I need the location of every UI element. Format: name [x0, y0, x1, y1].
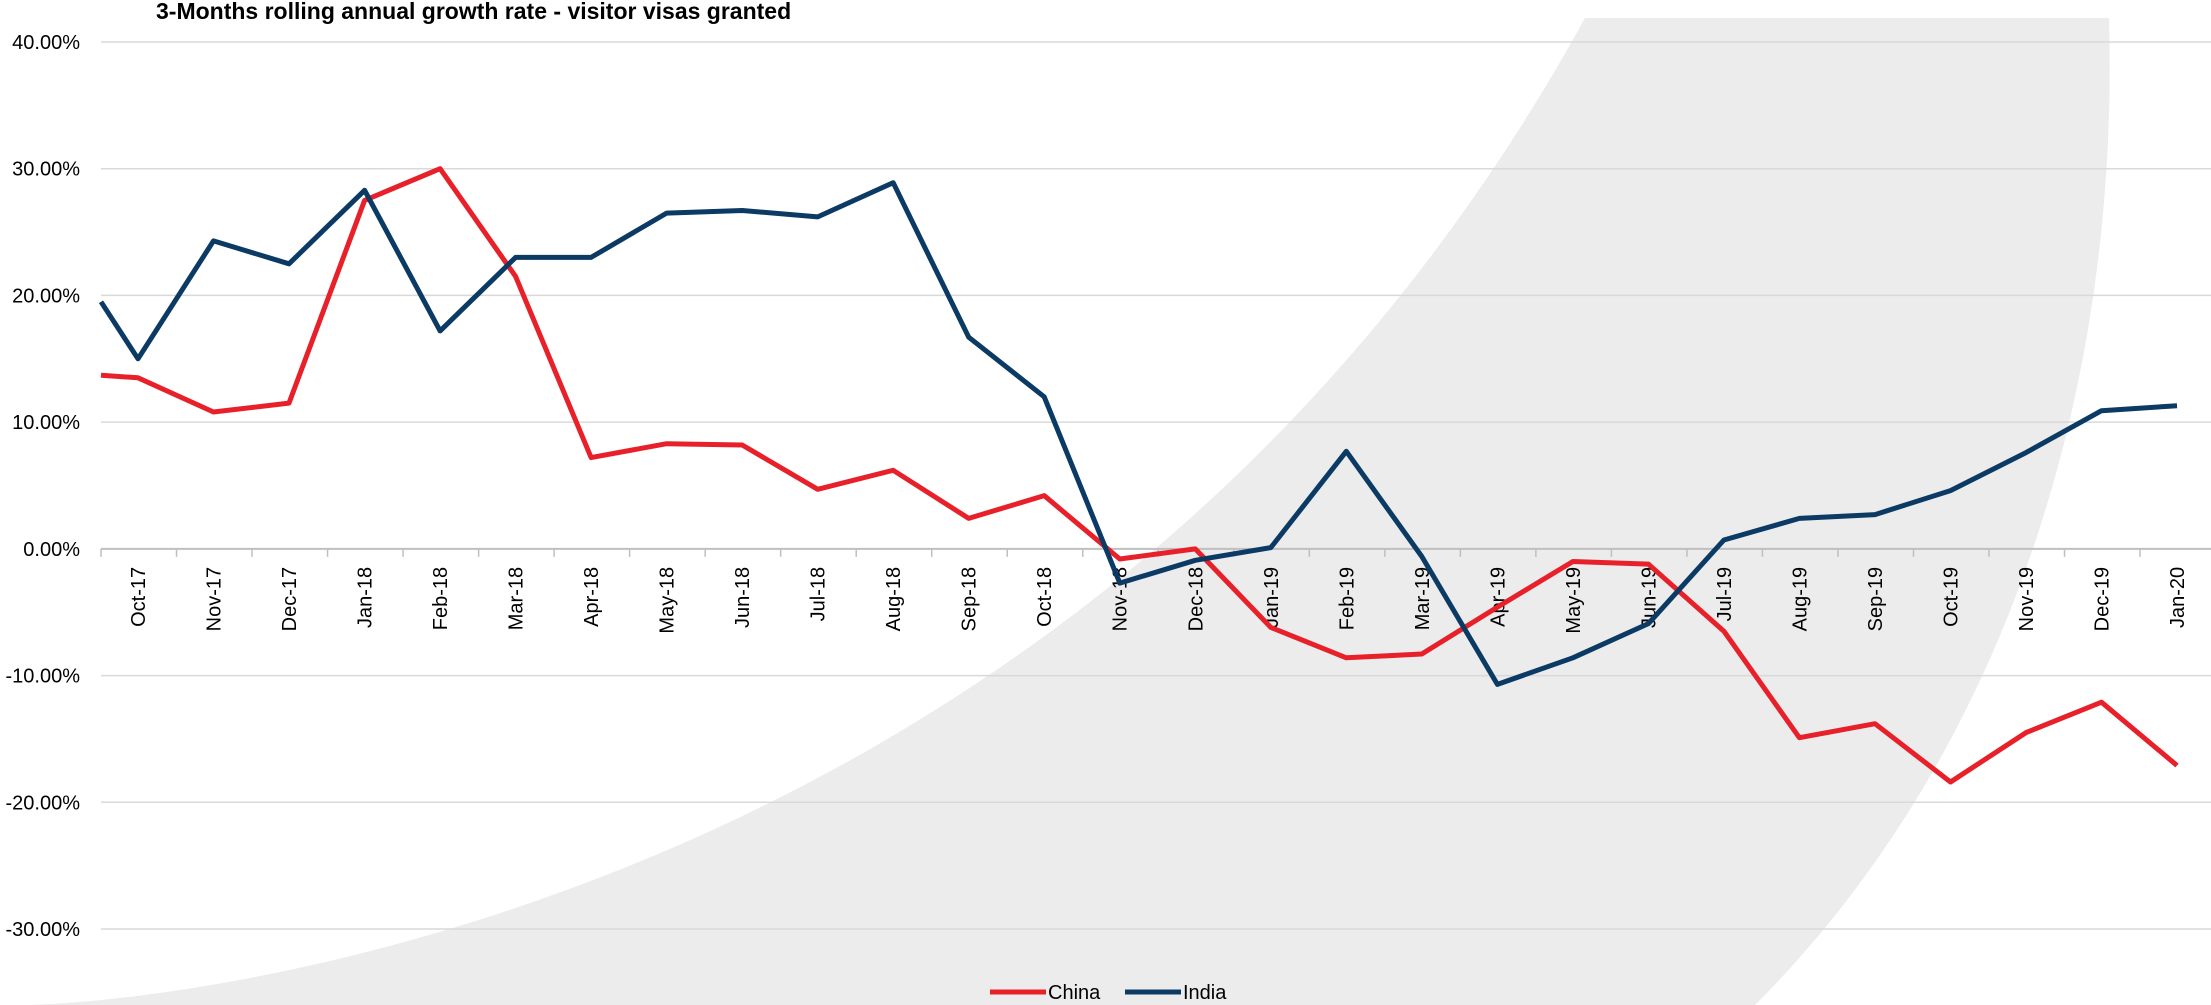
x-tick-label: Aug-19: [1789, 567, 1811, 632]
x-axis: [100, 547, 2211, 557]
x-tick-label: Mar-19: [1412, 567, 1434, 630]
x-tick-label: Nov-19: [2016, 567, 2038, 631]
gridlines: [101, 41, 2211, 930]
x-tick-label: Apr-18: [581, 567, 603, 627]
x-tick-label: Apr-19: [1487, 567, 1509, 627]
y-tick-label: -10.00%: [6, 666, 81, 688]
legend-label-india: India: [1183, 982, 1227, 1004]
y-tick-label: 30.00%: [12, 159, 80, 181]
y-axis-tick-labels: 40.00% 30.00% 20.00% 10.00% 0.00% -10.00% -20.…: [6, 32, 81, 941]
y-tick-label: 20.00%: [12, 285, 80, 307]
x-tick-label: Mar-18: [506, 567, 528, 630]
x-tick-label: Jul-18: [808, 567, 830, 621]
x-tick-label: Oct-17: [128, 567, 150, 627]
y-tick-label: -20.00%: [6, 792, 81, 814]
x-tick-label: May-19: [1563, 567, 1585, 634]
x-tick-label: Aug-18: [883, 567, 905, 632]
x-tick-label: Jan-20: [2167, 567, 2189, 628]
x-tick-label: Jan-18: [355, 567, 377, 628]
x-tick-label: Jun-18: [732, 567, 754, 628]
x-tick-label: May-18: [657, 567, 679, 634]
y-tick-label: 0.00%: [23, 539, 80, 561]
y-tick-label: -30.00%: [6, 919, 81, 941]
y-tick-label: 40.00%: [12, 32, 80, 54]
legend: China India: [990, 982, 1227, 1004]
x-tick-label: Dec-17: [279, 567, 301, 631]
series-line-china: [100, 166, 2179, 785]
chart-title: 3-Months rolling annual growth rate - vi…: [156, 0, 792, 24]
series-lines: [98, 166, 2179, 785]
x-tick-label: Oct-19: [1940, 567, 1962, 627]
legend-label-china: China: [1048, 982, 1101, 1004]
x-tick-label: Feb-19: [1336, 567, 1358, 630]
y-tick-label: 10.00%: [12, 412, 80, 434]
x-tick-label: Sep-18: [959, 567, 981, 632]
x-tick-label: Feb-18: [430, 567, 452, 630]
x-tick-label: Dec-18: [1185, 567, 1207, 631]
x-tick-label: Nov-18: [1110, 567, 1132, 631]
x-tick-label: Oct-18: [1034, 567, 1056, 627]
x-tick-label: Sep-19: [1865, 567, 1887, 632]
x-tick-label: Jan-19: [1261, 567, 1283, 628]
x-tick-label: Jul-19: [1714, 567, 1736, 621]
x-tick-label: Nov-17: [204, 567, 226, 631]
series-line-india: [98, 180, 2178, 687]
x-tick-label: Dec-19: [2092, 567, 2114, 631]
background-arc-shape: [30, 18, 2110, 1005]
